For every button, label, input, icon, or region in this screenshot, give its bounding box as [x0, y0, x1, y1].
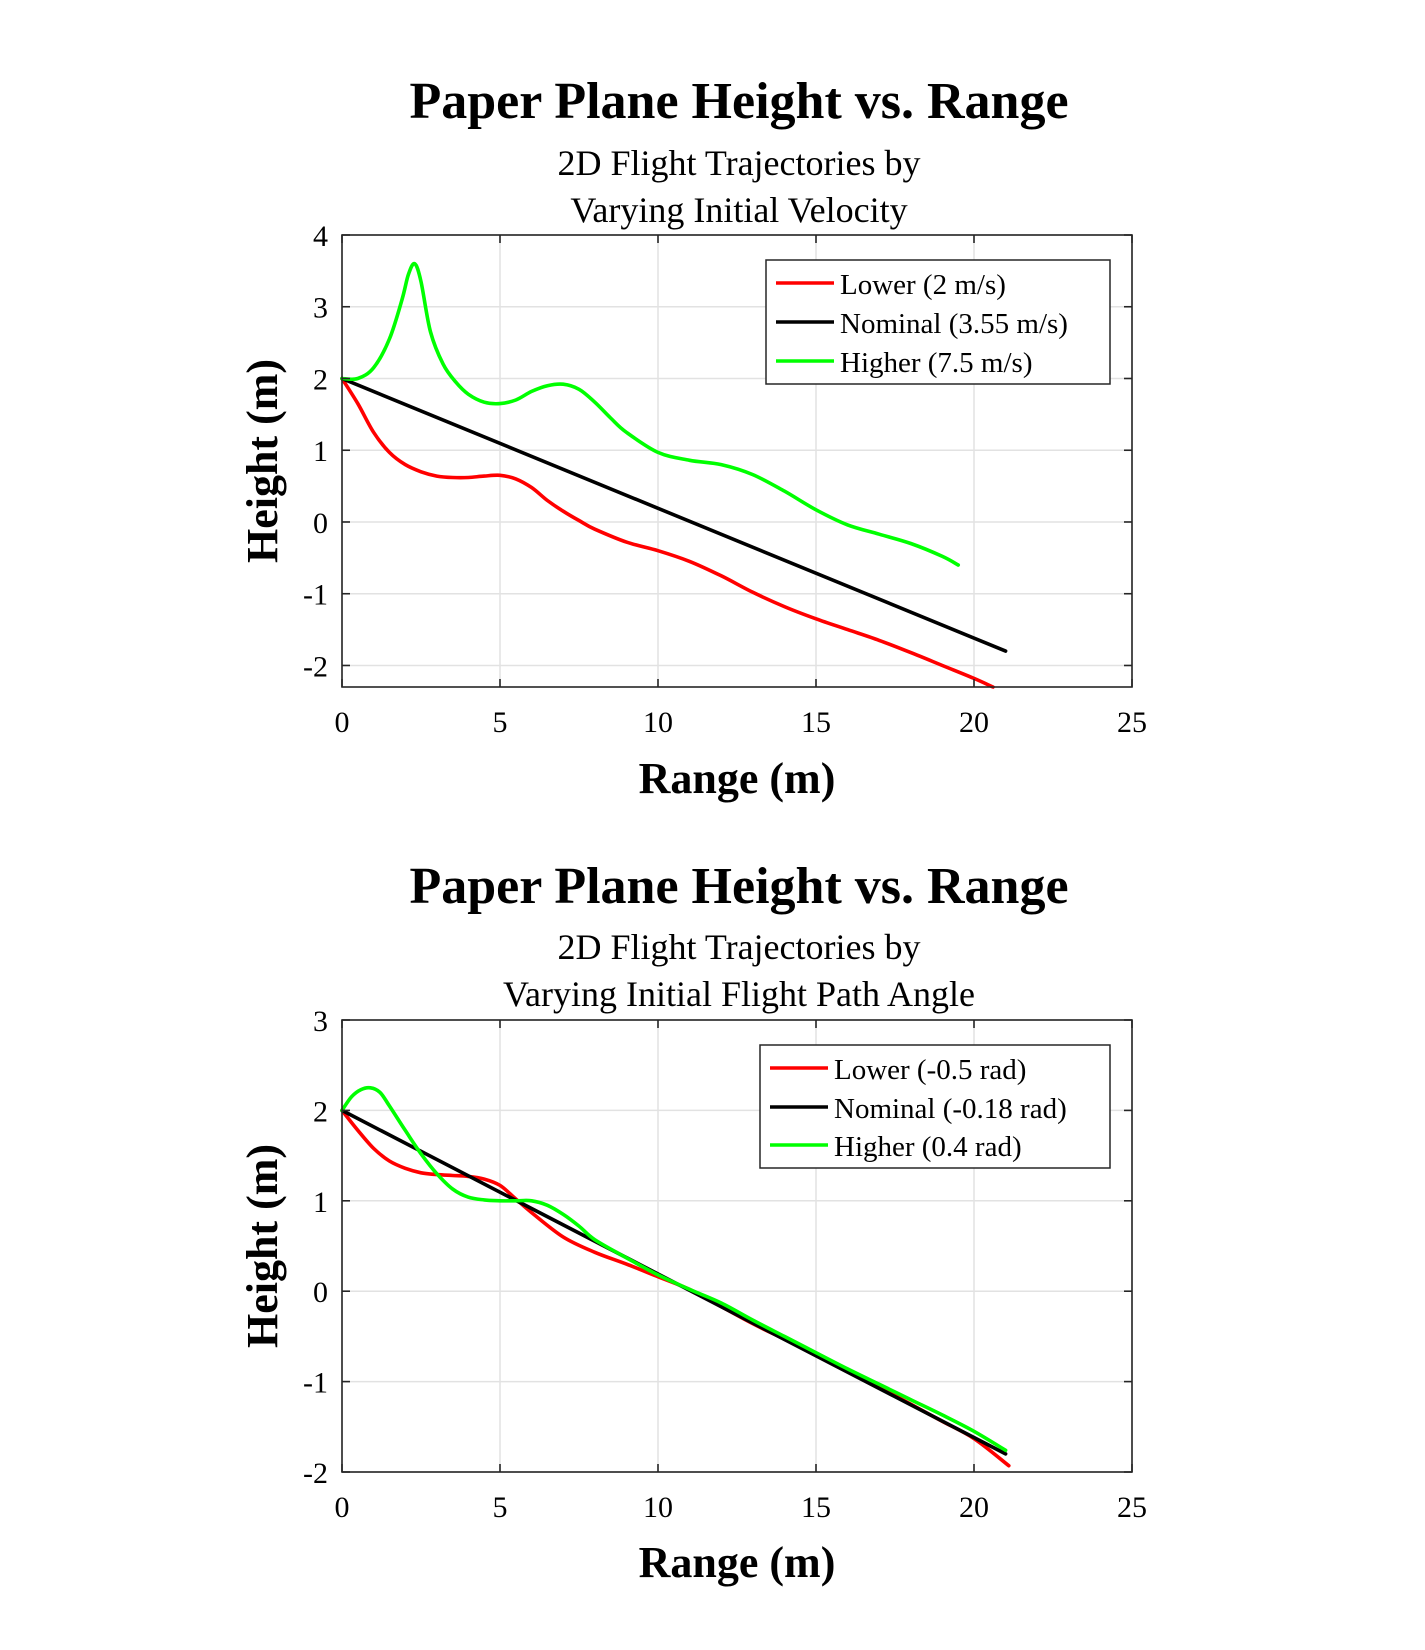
x-tick-label: 10 — [643, 1491, 673, 1524]
chart-subtitle-line-2: Varying Initial Velocity — [570, 190, 907, 230]
x-tick-label: 25 — [1117, 1491, 1147, 1524]
chart-title: Paper Plane Height vs. Range — [409, 73, 1068, 130]
y-tick-label: -2 — [303, 650, 328, 683]
series-line-2 — [340, 376, 1008, 653]
series-line-3 — [340, 1085, 1008, 1453]
legend: Lower (-0.5 rad) Nominal (-0.18 rad) Hig… — [759, 1044, 1111, 1169]
y-axis-label: Height (m) — [238, 1144, 287, 1348]
y-tick-label: -2 — [303, 1457, 328, 1490]
legend-label-1: Lower (2 m/s) — [840, 269, 1006, 301]
y-tick-label: 0 — [313, 1276, 328, 1309]
chart-subtitle-line-1: 2D Flight Trajectories by — [557, 927, 920, 967]
y-tick-label: 1 — [313, 435, 328, 468]
axes-box — [341, 234, 1133, 688]
x-tick-label: 15 — [801, 1491, 831, 1524]
plot-series — [340, 261, 1008, 689]
x-tick-label: 10 — [643, 706, 673, 739]
y-tick-label: -1 — [303, 1367, 328, 1400]
legend-label-3: Higher (7.5 m/s) — [840, 347, 1033, 379]
chart-title: Paper Plane Height vs. Range — [409, 858, 1068, 915]
series-line-3 — [340, 261, 960, 567]
legend-label-3: Higher (0.4 rad) — [834, 1131, 1022, 1163]
legend: Lower (2 m/s) Nominal (3.55 m/s) Higher … — [765, 259, 1111, 385]
series-line-1 — [340, 376, 995, 689]
y-tick-label: 2 — [313, 1095, 328, 1128]
x-tick-label: 15 — [801, 706, 831, 739]
y-tick-label: 1 — [313, 1186, 328, 1219]
axes-box — [341, 1019, 1133, 1473]
x-tick-label: 5 — [493, 1491, 508, 1524]
y-tick-label: 0 — [313, 507, 328, 540]
x-tick-label: 0 — [335, 1491, 350, 1524]
y-tick-label: 4 — [313, 220, 328, 253]
chart-flight-path-angle: Paper Plane Height vs. Range 2D Flight T… — [238, 858, 1147, 1587]
legend-label-2: Nominal (-0.18 rad) — [834, 1093, 1067, 1125]
x-tick-label: 25 — [1117, 706, 1147, 739]
legend-label-1: Lower (-0.5 rad) — [834, 1054, 1026, 1086]
x-tick-label: 20 — [959, 706, 989, 739]
axis-ticks: 0 5 10 15 20 25 -2 -1 0 1 2 3 — [303, 1005, 1147, 1524]
axis-ticks: 0 5 10 15 20 25 -2 -1 0 1 2 3 4 — [303, 220, 1147, 739]
x-tick-label: 20 — [959, 1491, 989, 1524]
x-tick-label: 5 — [493, 706, 508, 739]
y-tick-label: 3 — [313, 1005, 328, 1038]
chart-subtitle-line-2: Varying Initial Flight Path Angle — [503, 974, 975, 1014]
y-tick-label: 3 — [313, 292, 328, 325]
legend-label-2: Nominal (3.55 m/s) — [840, 308, 1068, 340]
plot-series — [340, 1085, 1011, 1468]
y-tick-label: -1 — [303, 579, 328, 612]
x-axis-label: Range (m) — [639, 754, 836, 803]
y-axis-label: Height (m) — [238, 359, 287, 563]
chart-subtitle-line-1: 2D Flight Trajectories by — [557, 143, 920, 183]
x-tick-label: 0 — [335, 706, 350, 739]
x-axis-label: Range (m) — [639, 1538, 836, 1587]
y-tick-label: 2 — [313, 363, 328, 396]
chart-velocity: Paper Plane Height vs. Range 2D Flight T… — [238, 73, 1147, 803]
